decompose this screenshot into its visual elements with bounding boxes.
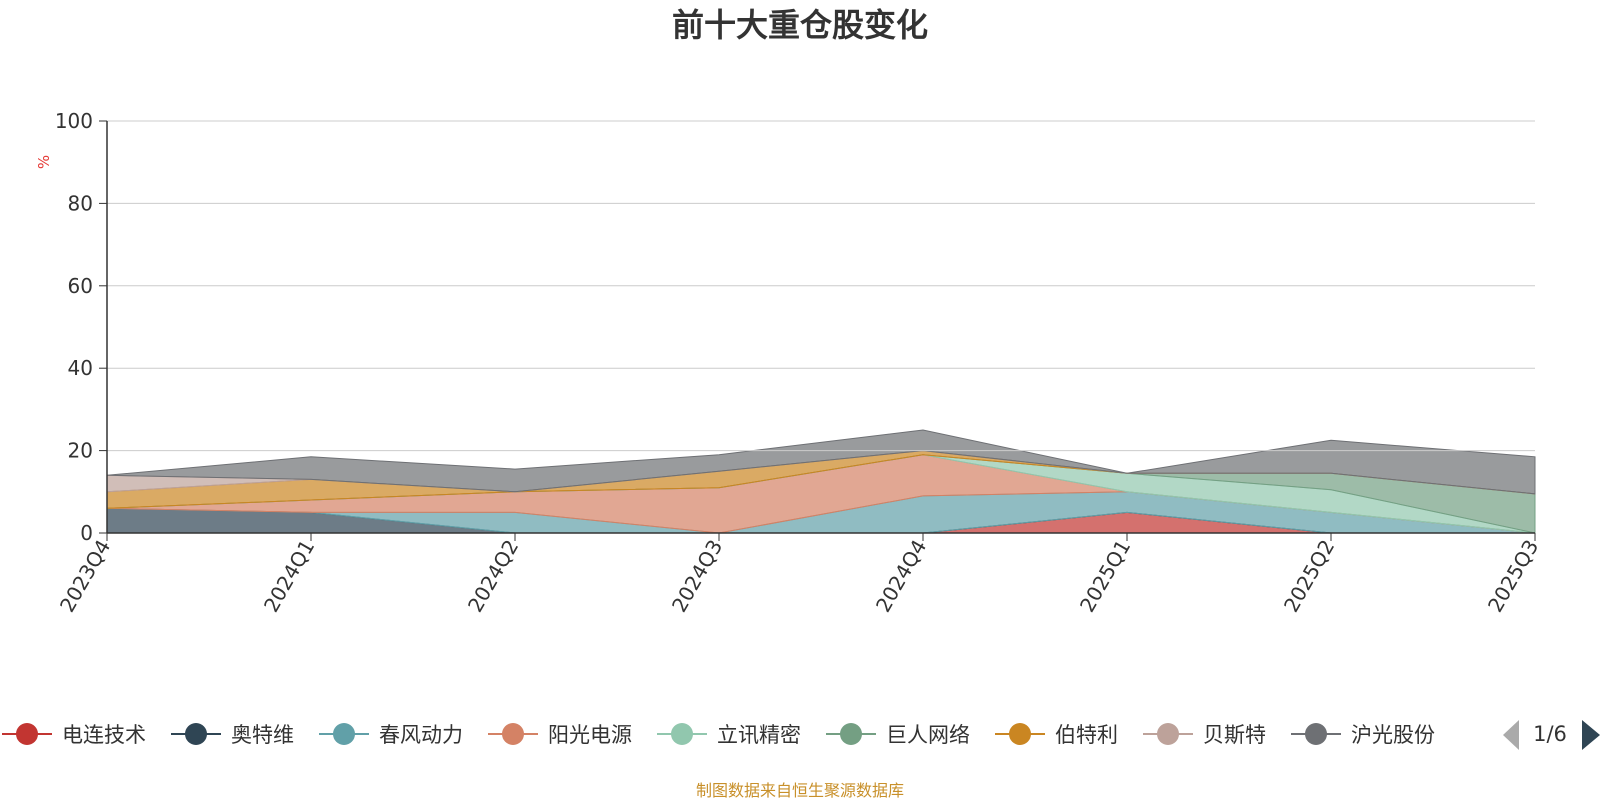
data-source-note: 制图数据来自恒生聚源数据库 bbox=[696, 781, 904, 800]
y-tick-label: 40 bbox=[68, 356, 93, 380]
y-tick-label: 60 bbox=[68, 274, 93, 298]
legend-item[interactable]: 贝斯特 bbox=[1143, 723, 1266, 747]
legend-items: 电连技术 奥特维 春风动力 阳光电源 立讯精密 巨人网络 伯特利 贝斯特 沪光股份 bbox=[2, 723, 1435, 747]
legend-item[interactable]: 巨人网络 bbox=[826, 723, 970, 747]
legend-marker-icon bbox=[1009, 723, 1031, 745]
legend-marker-icon bbox=[1157, 723, 1179, 745]
legend-label: 阳光电源 bbox=[548, 723, 632, 747]
y-tick-label: 0 bbox=[80, 521, 93, 545]
legend-marker-icon bbox=[333, 723, 355, 745]
legend-item[interactable]: 春风动力 bbox=[319, 723, 463, 747]
legend-item[interactable]: 沪光股份 bbox=[1291, 723, 1435, 747]
x-tick-label: 2025Q3 bbox=[1483, 536, 1543, 617]
legend-prev-page-icon[interactable] bbox=[1503, 720, 1519, 750]
legend-next-page-icon[interactable] bbox=[1582, 720, 1600, 750]
legend-page-indicator: 1/6 bbox=[1533, 722, 1567, 746]
legend-label: 沪光股份 bbox=[1351, 723, 1435, 747]
legend-marker-icon bbox=[185, 723, 207, 745]
legend-item[interactable]: 电连技术 bbox=[2, 723, 146, 747]
legend-label: 春风动力 bbox=[379, 723, 463, 747]
legend-item[interactable]: 立讯精密 bbox=[657, 723, 801, 747]
legend-label: 立讯精密 bbox=[717, 723, 801, 747]
x-tick-label: 2024Q1 bbox=[259, 536, 319, 617]
x-tick-label: 2025Q1 bbox=[1075, 536, 1135, 617]
x-tick-label: 2024Q2 bbox=[463, 536, 523, 617]
y-tick-label: 20 bbox=[68, 439, 93, 463]
legend-item[interactable]: 阳光电源 bbox=[488, 723, 632, 747]
legend-label: 电连技术 bbox=[62, 723, 146, 747]
x-tick-label: 2023Q4 bbox=[55, 536, 115, 617]
legend-label: 贝斯特 bbox=[1203, 723, 1266, 747]
legend-label: 奥特维 bbox=[231, 723, 294, 747]
y-tick-label: 100 bbox=[55, 109, 93, 133]
chart-title: 前十大重仓股变化 bbox=[672, 6, 928, 44]
legend-item[interactable]: 伯特利 bbox=[995, 723, 1118, 747]
legend-label: 伯特利 bbox=[1055, 723, 1118, 747]
area-layer bbox=[106, 429, 1536, 534]
legend-marker-icon bbox=[840, 723, 862, 745]
legend-marker-icon bbox=[671, 723, 693, 745]
legend-item[interactable]: 奥特维 bbox=[171, 723, 294, 747]
axis-layer: 0 20 40 60 80 100 2023Q4 2024Q1 2024Q2 2024Q3 2024… bbox=[55, 109, 1544, 616]
x-tick-label: 2024Q4 bbox=[871, 536, 931, 617]
y-axis-unit-label: % bbox=[35, 155, 53, 169]
legend-label: 巨人网络 bbox=[886, 723, 970, 747]
y-tick-label: 80 bbox=[68, 191, 93, 215]
series-area-9 bbox=[106, 429, 1536, 495]
legend-marker-icon bbox=[502, 723, 524, 745]
x-tick-label: 2024Q3 bbox=[667, 536, 727, 617]
legend: 电连技术 奥特维 春风动力 阳光电源 立讯精密 巨人网络 伯特利 贝斯特 沪光股份 bbox=[2, 723, 1435, 747]
x-tick-label: 2025Q2 bbox=[1279, 536, 1339, 617]
legend-marker-icon bbox=[1305, 723, 1327, 745]
legend-marker-icon bbox=[16, 723, 38, 745]
